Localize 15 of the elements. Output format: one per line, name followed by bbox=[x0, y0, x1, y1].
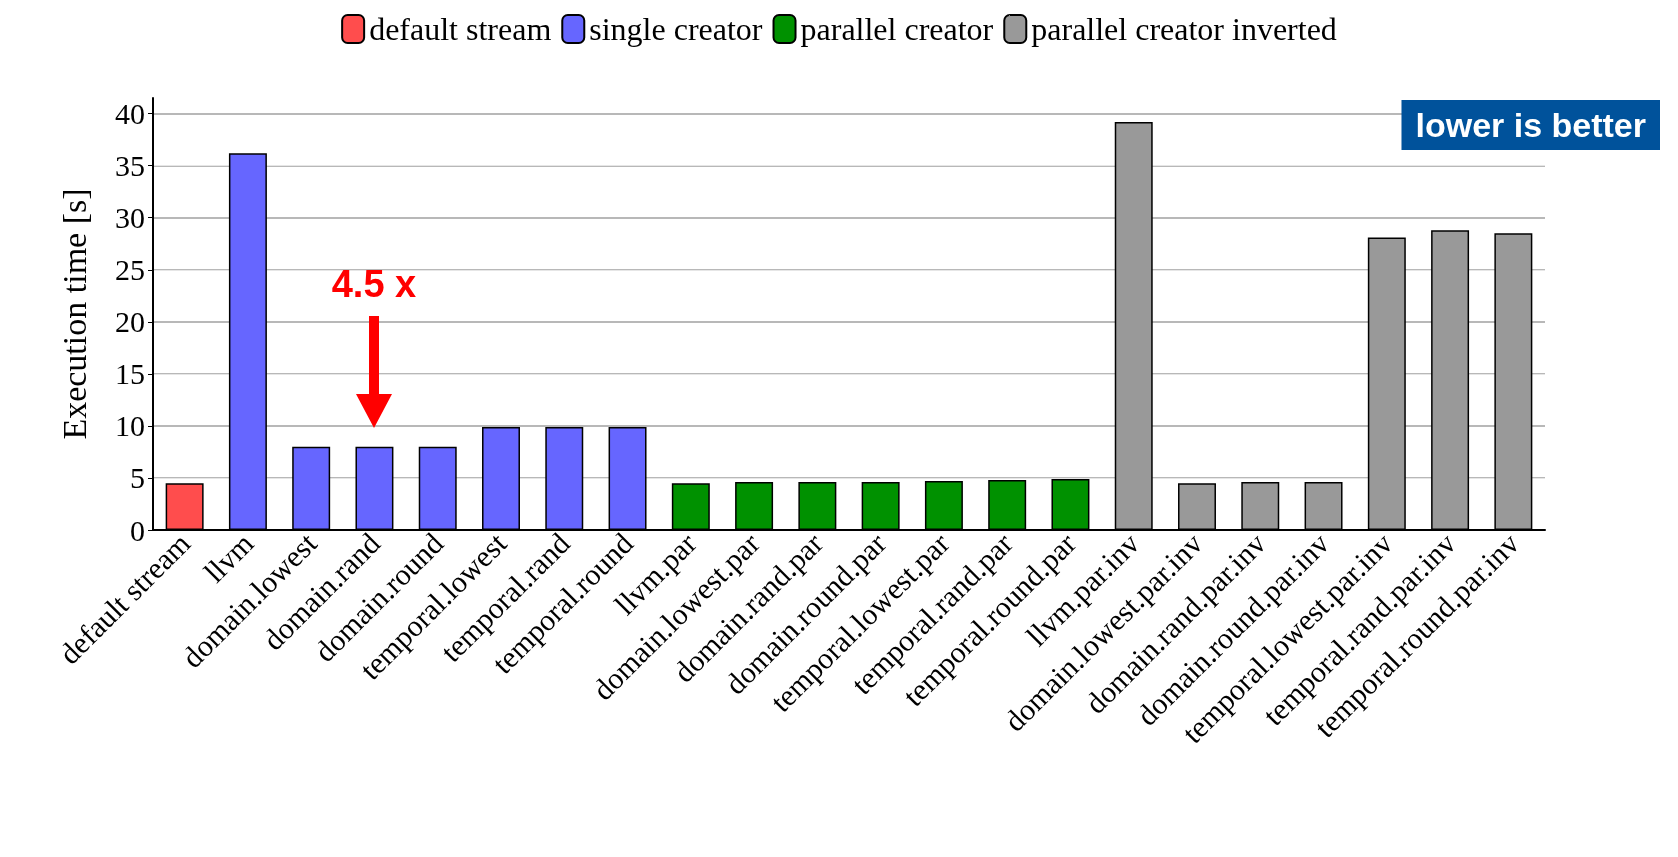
y-tick-label: 30 bbox=[115, 201, 145, 235]
y-tick-label: 25 bbox=[115, 253, 145, 287]
annotation: lower is better bbox=[1415, 106, 1646, 144]
annotation: 4.5 x bbox=[331, 263, 417, 305]
y-tick-label: 15 bbox=[115, 357, 145, 391]
y-tick-label: 5 bbox=[130, 461, 145, 495]
legend-label: single creator bbox=[589, 11, 763, 47]
legend-label: default stream bbox=[369, 11, 552, 47]
y-tick-label: 20 bbox=[115, 305, 145, 339]
legend-label: parallel creator bbox=[800, 11, 994, 47]
y-tick-label: 40 bbox=[115, 97, 145, 131]
y-axis-title: Execution time [s] bbox=[55, 188, 93, 440]
y-tick-label: 10 bbox=[115, 409, 145, 443]
y-tick-label: 35 bbox=[115, 149, 145, 183]
legend-label: parallel creator inverted bbox=[1031, 11, 1337, 47]
